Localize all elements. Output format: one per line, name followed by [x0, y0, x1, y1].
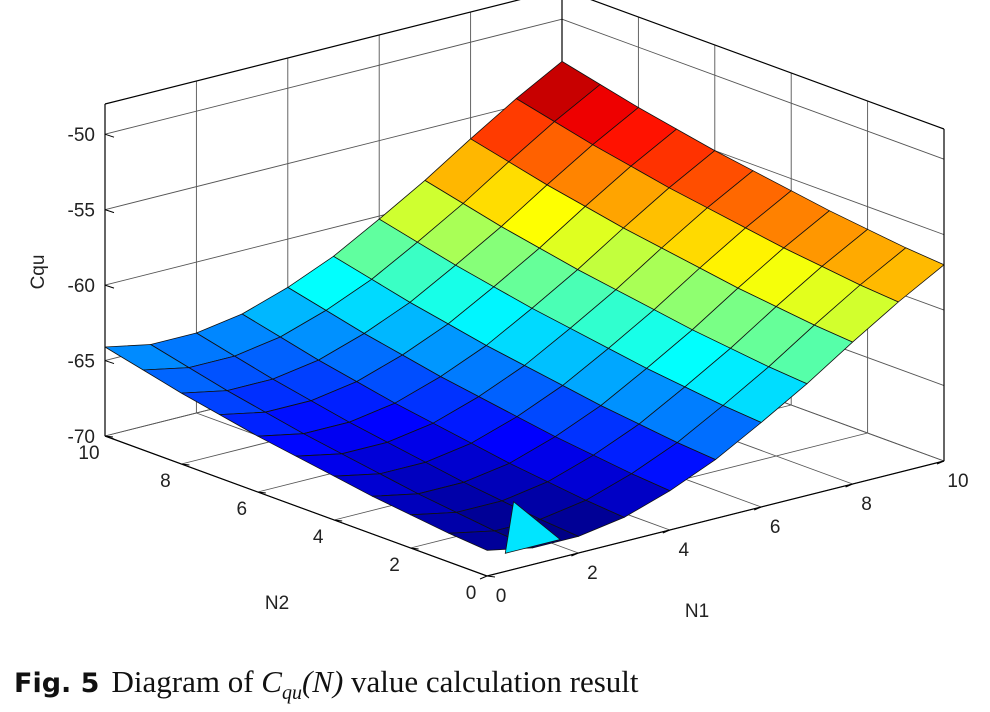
n1-tick-4: [845, 483, 853, 488]
n2-tick-label-3: 6: [237, 499, 248, 520]
wall-grid-z-b-4: [561, 18, 945, 160]
z-tick-0: [104, 435, 115, 440]
axis-line-n1: [486, 460, 945, 577]
caption-text: Diagram of: [111, 664, 254, 699]
n2-tick-label-4: 8: [160, 471, 171, 492]
n2-tick-label-1: 2: [389, 555, 400, 576]
n2-tick-0: [486, 575, 496, 578]
box-edge-top-right: [590, 0, 945, 130]
z-tick-label-1: -65: [68, 352, 95, 373]
n1-tick-label-5: 10: [947, 471, 968, 492]
figure-label: Fig. 5: [14, 668, 100, 699]
n2-tick-label-2: 4: [313, 527, 324, 548]
n1-tick-label-3: 6: [770, 517, 781, 538]
figure-caption: Fig. 5 Diagram of Cqu(N) value calculatio…: [14, 664, 974, 705]
n1-tick-3: [754, 506, 762, 511]
n1-tick-0: [479, 575, 488, 580]
caption-symbol-c: C: [261, 664, 282, 699]
n2-axis-label: N2: [265, 593, 289, 614]
z-tick-label-2: -60: [68, 276, 95, 297]
n1-tick-label-0: 0: [496, 586, 507, 607]
n1-tick-label-2: 4: [679, 540, 690, 561]
n2-tick-3: [257, 491, 266, 494]
box-edge-top-back: [104, 0, 521, 105]
z-tick-3: [104, 209, 115, 214]
wall-grid-z-a-4: [104, 18, 563, 135]
z-axis-label: Cqu: [28, 255, 49, 290]
n1-axis-label: N1: [685, 601, 709, 622]
n1-tick-5: [936, 460, 945, 465]
n1-tick-1: [571, 552, 579, 557]
z-tick-label-4: -50: [68, 125, 95, 146]
caption-subscript: qu: [281, 682, 302, 705]
n2-tick-1: [410, 547, 419, 550]
z-tick-label-3: -55: [68, 201, 95, 222]
n2-tick-2: [334, 519, 343, 522]
n1-tick-label-1: 2: [587, 563, 598, 584]
z-tick-2: [104, 284, 115, 289]
n1-tick-2: [662, 529, 670, 534]
axis-line-n2: [104, 435, 488, 577]
z-tick-4: [104, 133, 115, 138]
caption-symbol: Cqu(N): [261, 664, 344, 704]
n2-tick-4: [181, 463, 190, 466]
caption-argument: (N): [301, 664, 344, 699]
n1-tick-label-4: 8: [861, 494, 872, 515]
z-tick-1: [104, 360, 115, 365]
surface-spike: [504, 500, 561, 554]
n2-tick-label-0: 0: [466, 583, 477, 604]
n2-tick-label-5: 10: [78, 443, 99, 464]
caption-suffix: value calculation result: [351, 664, 639, 699]
z-tick-label-0: -70: [68, 427, 95, 448]
wall-grid-z-a-3: [104, 94, 563, 211]
